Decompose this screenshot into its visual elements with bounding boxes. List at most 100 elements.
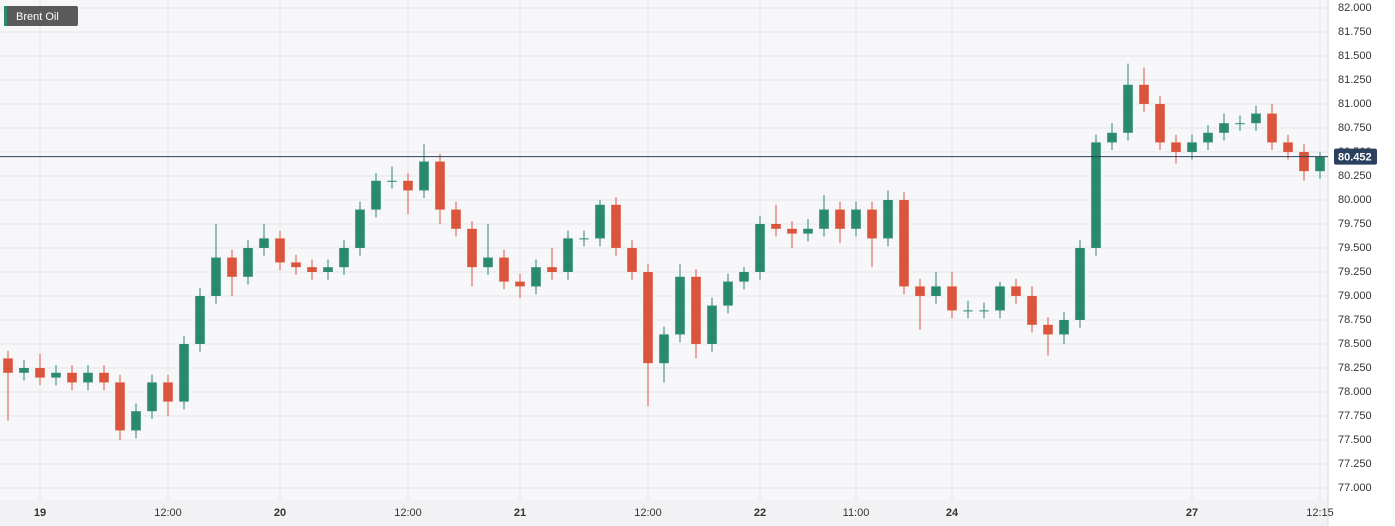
plot-area <box>0 0 1328 500</box>
candle-body <box>291 262 301 268</box>
title-box <box>4 6 78 26</box>
candle-body <box>611 204 621 248</box>
candle-body <box>243 247 253 277</box>
candle-body <box>3 358 13 373</box>
y-tick-label: 80.000 <box>1338 194 1372 206</box>
candle-body <box>83 372 93 383</box>
candle-body <box>867 209 877 239</box>
candle-body <box>1219 123 1229 133</box>
candle-body <box>1107 132 1117 143</box>
candle-body <box>1283 142 1293 152</box>
candle-body <box>99 372 109 383</box>
candle-body <box>1251 113 1261 124</box>
candle-body <box>323 267 333 272</box>
candle-body <box>1027 295 1037 325</box>
candle-body <box>563 238 573 272</box>
candle-body <box>979 310 989 312</box>
candle-body <box>227 257 237 277</box>
labels: 77.000 77.250 77.500 77.750 78.000 78.250 78.5… <box>0 2 1377 519</box>
chart-title: Brent Oil <box>16 11 59 23</box>
candle-body <box>515 281 525 287</box>
candle-body <box>531 267 541 287</box>
candle-body <box>1203 132 1213 143</box>
candle-body <box>755 223 765 272</box>
candle-body <box>1043 324 1053 335</box>
y-tick-label: 77.250 <box>1338 458 1372 470</box>
candle-body <box>915 286 925 296</box>
candle-body <box>691 276 701 344</box>
candle-body <box>835 209 845 229</box>
candles <box>3 63 1325 440</box>
candle-body <box>147 382 157 412</box>
candle-body <box>51 372 61 378</box>
candle-body <box>1011 286 1021 296</box>
y-tick-label: 77.500 <box>1338 434 1372 446</box>
candle-body <box>339 247 349 268</box>
candle-body <box>803 228 813 234</box>
x-tick-label: 22 <box>754 507 766 519</box>
candle-body <box>947 286 957 311</box>
x-tick-label: 12:15 <box>1306 507 1334 519</box>
candle-body <box>547 267 557 272</box>
y-tick-label: 82.000 <box>1338 2 1372 14</box>
candle-body <box>259 238 269 248</box>
candle-body <box>275 238 285 263</box>
candle-body <box>819 209 829 229</box>
y-tick-label: 77.750 <box>1338 410 1372 422</box>
candle-body <box>995 286 1005 311</box>
candle-body <box>371 180 381 210</box>
candle-body <box>451 209 461 229</box>
candle-body <box>1155 103 1165 143</box>
candle-body <box>579 238 589 240</box>
candle-body <box>739 271 749 282</box>
candle-body <box>19 367 29 373</box>
x-tick-label: 11:00 <box>843 507 870 519</box>
x-tick-label: 20 <box>274 507 286 519</box>
candle-body <box>899 199 909 287</box>
x-tick-label: 12:00 <box>394 507 422 519</box>
candle-body <box>723 281 733 306</box>
candle-body <box>595 204 605 239</box>
y-tick-label: 78.250 <box>1338 362 1372 374</box>
candle-body <box>35 367 45 378</box>
y-tick-label: 78.750 <box>1338 314 1372 326</box>
x-tick-label: 12:00 <box>154 507 182 519</box>
candle-body <box>1139 84 1149 104</box>
y-tick-label: 77.000 <box>1338 482 1372 494</box>
candle-body <box>931 286 941 296</box>
candle-body <box>179 343 189 402</box>
candle-body <box>435 161 445 210</box>
candle-body <box>1235 123 1245 125</box>
y-tick-label: 81.500 <box>1338 50 1372 62</box>
x-tick-label: 24 <box>946 507 959 519</box>
candle-body <box>1123 84 1133 133</box>
y-tick-label: 79.500 <box>1338 242 1372 254</box>
candle-body <box>307 267 317 272</box>
x-tick-label: 19 <box>34 507 46 519</box>
y-tick-label: 81.250 <box>1338 74 1372 86</box>
x-tick-label: 21 <box>514 507 526 519</box>
candle-body <box>67 372 77 383</box>
y-tick-label: 81.750 <box>1338 26 1372 38</box>
x-tick-label: 27 <box>1186 507 1198 519</box>
candle-body <box>851 209 861 229</box>
candle-body <box>195 295 205 344</box>
candle-body <box>131 411 141 431</box>
candle-body <box>387 180 397 182</box>
y-tick-label: 79.750 <box>1338 218 1372 230</box>
candle-body <box>1075 247 1085 320</box>
y-tick-label: 79.250 <box>1338 266 1372 278</box>
candle-body <box>355 209 365 248</box>
candle-body <box>1187 142 1197 152</box>
candle-body <box>1315 156 1325 172</box>
candle-body <box>659 334 669 364</box>
candle-body <box>1299 151 1309 172</box>
y-tick-label: 80.750 <box>1338 122 1372 134</box>
title-accent <box>4 6 7 26</box>
candle-body <box>675 276 685 335</box>
candle-body <box>115 382 125 431</box>
candle-body <box>1267 113 1277 143</box>
candle-body <box>419 161 429 191</box>
candle-body <box>403 180 413 191</box>
y-tick-label: 79.000 <box>1338 290 1372 302</box>
